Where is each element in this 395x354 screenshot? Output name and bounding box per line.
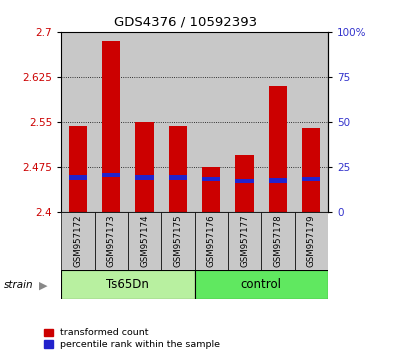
Bar bbox=[302, 128, 320, 212]
Text: GSM957178: GSM957178 bbox=[273, 214, 282, 267]
Text: strain: strain bbox=[4, 280, 34, 290]
Bar bbox=[235, 155, 254, 212]
Text: GSM957176: GSM957176 bbox=[207, 214, 216, 267]
Text: GSM957174: GSM957174 bbox=[140, 214, 149, 267]
Bar bbox=[61, 212, 94, 271]
Bar bbox=[269, 86, 287, 212]
Text: GSM957173: GSM957173 bbox=[107, 214, 116, 267]
Bar bbox=[194, 212, 228, 271]
Bar bbox=[61, 32, 94, 212]
Text: control: control bbox=[241, 278, 282, 291]
Bar bbox=[102, 173, 120, 177]
Bar bbox=[302, 177, 320, 181]
Bar bbox=[295, 212, 328, 271]
Bar bbox=[128, 212, 161, 271]
Bar bbox=[102, 41, 120, 212]
Bar bbox=[235, 179, 254, 183]
Bar bbox=[69, 175, 87, 179]
Text: GSM957172: GSM957172 bbox=[73, 214, 83, 267]
Bar bbox=[194, 270, 328, 299]
Bar bbox=[135, 122, 154, 212]
Text: GSM957179: GSM957179 bbox=[307, 214, 316, 267]
Bar bbox=[135, 175, 154, 179]
Bar bbox=[202, 167, 220, 212]
Text: Ts65Dn: Ts65Dn bbox=[106, 278, 149, 291]
Bar bbox=[94, 212, 128, 271]
Bar bbox=[69, 126, 87, 212]
Bar bbox=[169, 175, 187, 179]
Text: GSM957177: GSM957177 bbox=[240, 214, 249, 267]
Bar bbox=[261, 32, 295, 212]
Legend: transformed count, percentile rank within the sample: transformed count, percentile rank withi… bbox=[44, 329, 220, 349]
Bar bbox=[61, 270, 194, 299]
Bar bbox=[194, 32, 228, 212]
Bar bbox=[128, 32, 161, 212]
Bar bbox=[269, 178, 287, 183]
Bar bbox=[161, 212, 194, 271]
Bar bbox=[295, 32, 328, 212]
Text: GDS4376 / 10592393: GDS4376 / 10592393 bbox=[114, 16, 257, 29]
Text: ▶: ▶ bbox=[39, 281, 47, 291]
Bar bbox=[161, 32, 194, 212]
Bar bbox=[169, 126, 187, 212]
Bar bbox=[202, 177, 220, 181]
Text: GSM957175: GSM957175 bbox=[173, 214, 182, 267]
Bar bbox=[261, 212, 295, 271]
Bar bbox=[228, 212, 261, 271]
Bar bbox=[228, 32, 261, 212]
Bar bbox=[94, 32, 128, 212]
